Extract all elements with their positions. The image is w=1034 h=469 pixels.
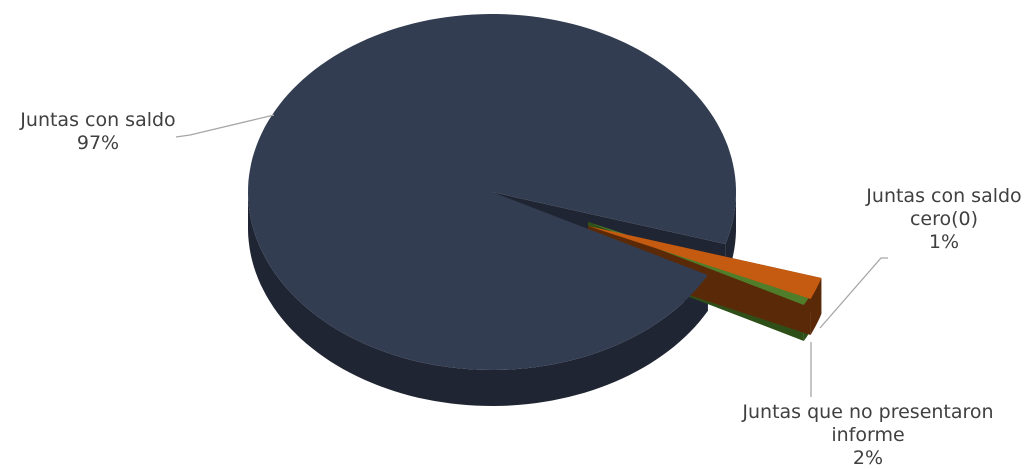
data-label-percent: 2%: [853, 447, 883, 465]
data-label-percent: 97%: [77, 132, 119, 154]
data-label-text: informe: [831, 424, 904, 446]
data-label-text: cero(0): [910, 208, 978, 230]
leader-line-saldo_cero: [819, 257, 888, 329]
data-label-saldo_cero: Juntas con saldo cero(0) 1%: [865, 185, 1021, 253]
pie-side-con_saldo: [248, 193, 708, 406]
data-label-text: Juntas con saldo: [865, 185, 1021, 207]
data-label-text: Juntas que no presentaron: [741, 401, 993, 423]
leader-line-con_saldo: [175, 114, 275, 138]
pie-slice-no_informe: [588, 226, 822, 299]
data-label-con_saldo: Juntas con saldo 97%: [19, 109, 175, 154]
data-label-percent: 1%: [929, 231, 959, 253]
leader-lines: [175, 114, 888, 397]
pie-tops: [248, 14, 822, 370]
data-label-no_informe: Juntas que no presentaron informe 2%: [741, 401, 993, 465]
pie-slice-con_saldo: [248, 14, 736, 370]
data-labels: Juntas con saldo 97%Juntas con saldo cero(…: [19, 109, 1021, 469]
data-label-text: Juntas con saldo: [19, 109, 175, 131]
